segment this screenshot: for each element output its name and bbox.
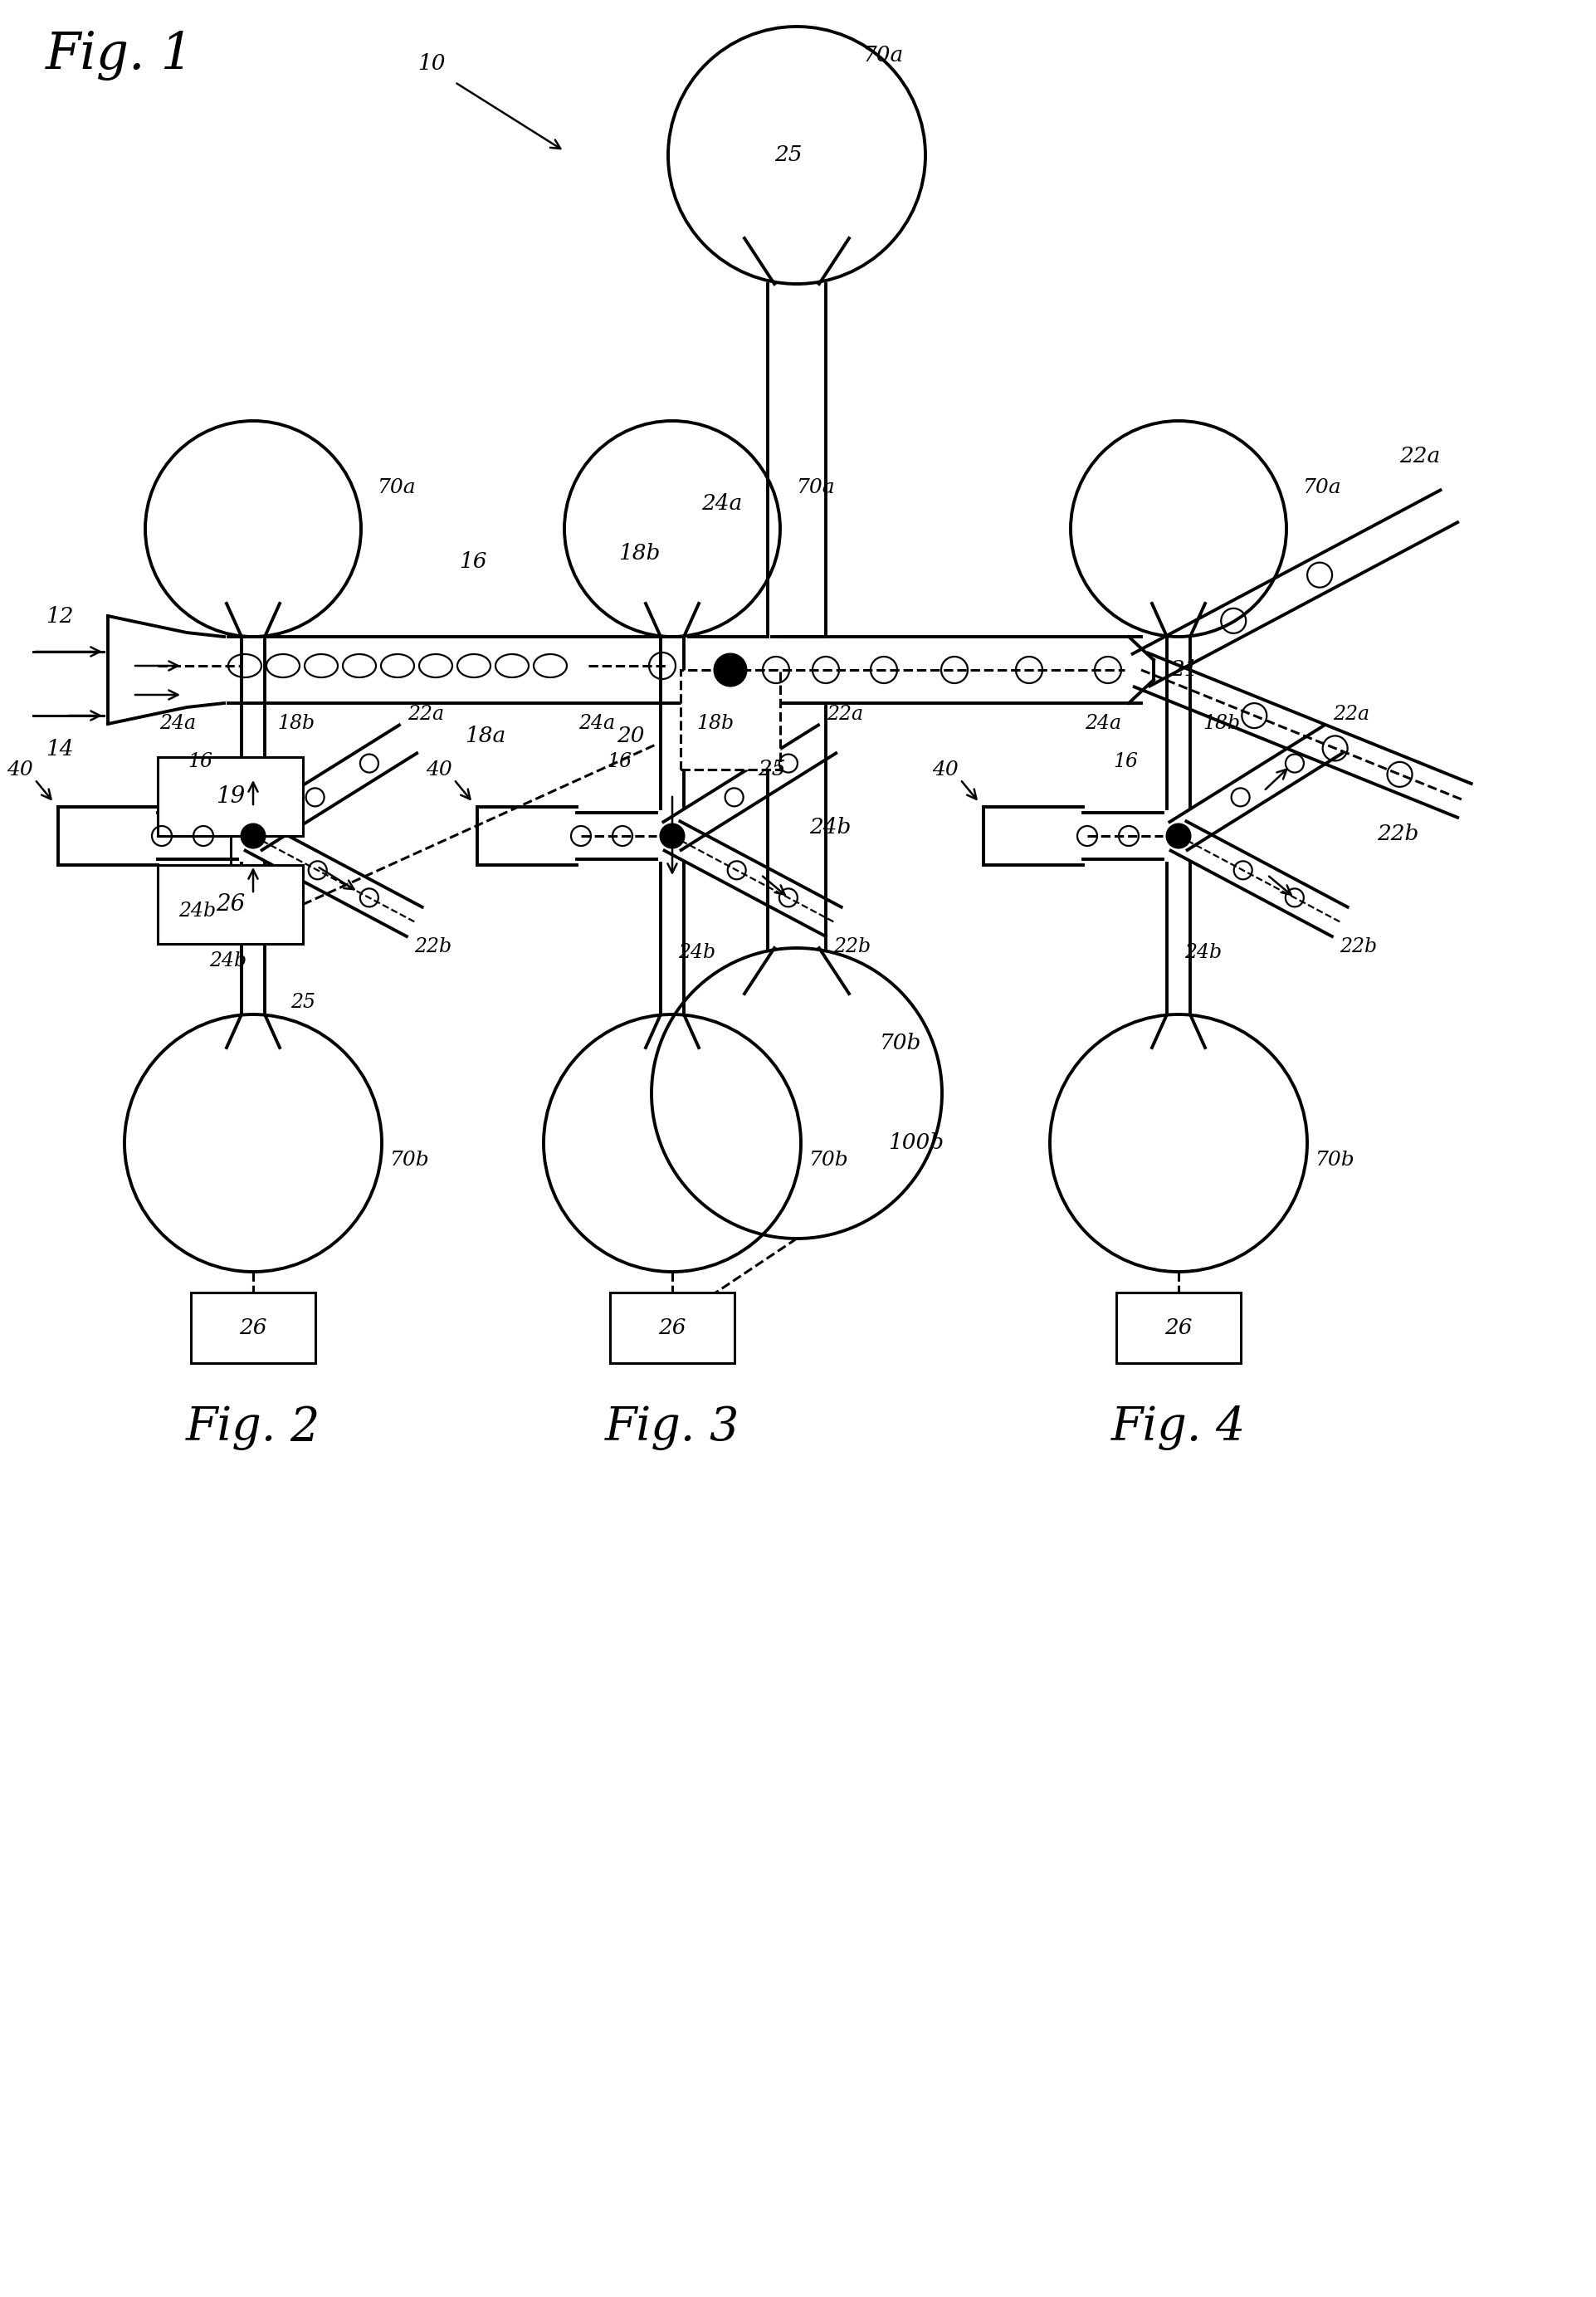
- Text: 18b: 18b: [696, 714, 734, 733]
- Text: 22a: 22a: [409, 705, 445, 724]
- Circle shape: [1167, 825, 1191, 848]
- Text: 22a: 22a: [1400, 446, 1440, 466]
- Text: 70a: 70a: [1302, 478, 1342, 496]
- Text: 24b: 24b: [179, 900, 215, 921]
- Text: 22b: 22b: [833, 937, 871, 956]
- Text: 18b: 18b: [278, 714, 314, 733]
- Text: 26: 26: [659, 1318, 686, 1339]
- Text: 70a: 70a: [863, 46, 903, 67]
- Text: 25: 25: [758, 760, 785, 781]
- Text: 70b: 70b: [879, 1034, 921, 1054]
- Text: 21: 21: [1170, 659, 1199, 680]
- Text: 26: 26: [215, 894, 244, 917]
- Text: 18b: 18b: [1203, 714, 1240, 733]
- Text: 24b: 24b: [1184, 942, 1223, 962]
- Text: 24a: 24a: [1085, 714, 1122, 733]
- Text: 24a: 24a: [578, 714, 614, 733]
- Text: 16: 16: [1112, 751, 1138, 772]
- Text: 14: 14: [46, 737, 73, 760]
- Text: 20: 20: [618, 726, 645, 747]
- Text: Fig. 4: Fig. 4: [1111, 1403, 1246, 1449]
- Text: 24b: 24b: [209, 951, 247, 969]
- Text: 40: 40: [6, 760, 34, 779]
- Text: Fig. 2: Fig. 2: [185, 1403, 321, 1449]
- Text: 12: 12: [46, 606, 73, 627]
- Text: 22b: 22b: [1339, 937, 1377, 956]
- Text: 40: 40: [932, 760, 959, 779]
- Text: 70b: 70b: [809, 1151, 849, 1169]
- Circle shape: [241, 825, 265, 848]
- Text: 26: 26: [1165, 1318, 1192, 1339]
- Text: 18a: 18a: [464, 726, 506, 747]
- Text: Fig. 3: Fig. 3: [605, 1403, 739, 1449]
- Text: 24a: 24a: [160, 714, 196, 733]
- Text: 24b: 24b: [809, 818, 851, 838]
- Text: 70a: 70a: [796, 478, 835, 496]
- Text: 100b: 100b: [887, 1132, 943, 1153]
- Text: 22a: 22a: [827, 705, 863, 724]
- Text: 22a: 22a: [1333, 705, 1369, 724]
- Text: 40: 40: [426, 760, 452, 779]
- Text: 24b: 24b: [678, 942, 717, 962]
- Bar: [158, 758, 303, 836]
- Text: 70a: 70a: [378, 478, 417, 496]
- Text: 70b: 70b: [389, 1151, 429, 1169]
- Text: 16: 16: [606, 751, 632, 772]
- Text: 10: 10: [418, 53, 445, 74]
- Bar: [610, 1293, 734, 1362]
- Circle shape: [715, 655, 745, 687]
- Circle shape: [661, 825, 683, 848]
- Text: 25: 25: [290, 992, 316, 1011]
- Text: Fig. 1: Fig. 1: [46, 30, 193, 80]
- Text: 22b: 22b: [415, 937, 452, 956]
- Text: 26: 26: [239, 1318, 267, 1339]
- Text: 25: 25: [774, 145, 803, 165]
- Bar: [680, 671, 780, 769]
- Text: 70b: 70b: [1315, 1151, 1355, 1169]
- Text: 100a: 100a: [871, 0, 926, 5]
- Text: 24a: 24a: [702, 494, 742, 515]
- Text: 19: 19: [215, 786, 244, 809]
- Text: 18b: 18b: [618, 544, 661, 565]
- Text: 22b: 22b: [1377, 822, 1419, 843]
- Text: 16: 16: [460, 551, 487, 572]
- Bar: [192, 1293, 316, 1362]
- Bar: [158, 866, 303, 944]
- Text: 16: 16: [188, 751, 212, 772]
- Bar: [1116, 1293, 1240, 1362]
